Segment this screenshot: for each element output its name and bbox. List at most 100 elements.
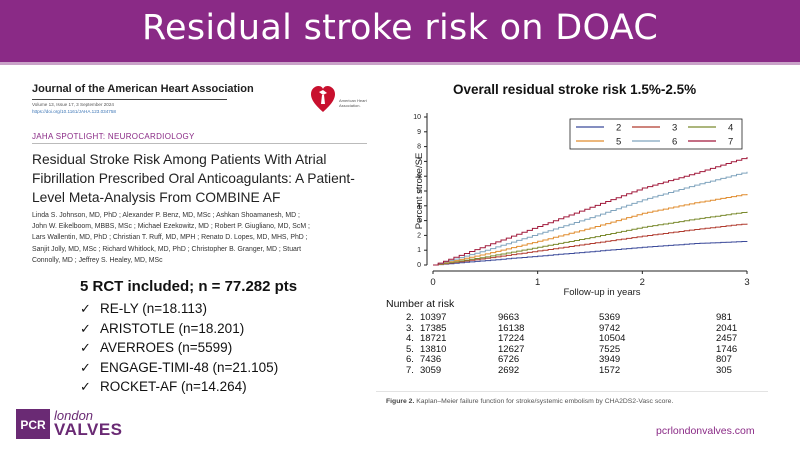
caption-label: Figure 2.: [386, 398, 415, 405]
list-item: ✓ ROCKET-AF (n=14.264): [80, 377, 297, 397]
aha-heart-icon: [311, 86, 335, 112]
journal-divider: [32, 99, 227, 100]
website-link[interactable]: pcrlondonvalves.com: [656, 425, 755, 437]
check-icon: ✓: [80, 359, 91, 375]
y-tick-label: 8: [417, 144, 421, 151]
x-axis-label: Follow-up in years: [563, 287, 640, 298]
y-axis-label: Percent stroke/SE: [414, 153, 425, 230]
risk-cell: 7436: [420, 354, 442, 366]
risk-cell: 3949: [599, 354, 621, 366]
trial-label: AVERROES (n=5599): [100, 340, 233, 356]
legend-label: 3: [672, 123, 677, 134]
legend-label: 7: [728, 137, 733, 148]
legend-box: [569, 118, 743, 150]
number-at-risk-table: Number at risk 2. 10397 9663 5369 981 3. 17385…: [386, 298, 766, 376]
trial-label: ENGAGE-TIMI-48 (n=21.105): [100, 359, 279, 375]
spotlight-label: JAHA SPOTLIGHT: NEUROCARDIOLOGY: [32, 132, 195, 141]
table-row: 3. 17385 16138 9742 2041: [386, 323, 766, 334]
risk-row-label: 7.: [406, 364, 414, 376]
trial-label: RE-LY (n=18.113): [100, 301, 207, 316]
y-tick-label: 10: [413, 114, 421, 121]
check-icon: ✓: [80, 340, 91, 356]
risk-heading: Number at risk: [386, 298, 455, 310]
caption-text: Kaplan–Meier failure function for stroke…: [416, 398, 674, 405]
y-tick-label: 0: [417, 262, 421, 269]
y-tick-label: 3: [417, 218, 421, 225]
table-row: 6. 7436 6726 3949 807: [386, 354, 766, 365]
y-tick-label: 2: [417, 232, 421, 239]
risk-cell: 981: [716, 312, 732, 323]
list-item: ✓ RE-LY (n=18.113): [80, 299, 297, 319]
author-line: Sanjit Jolly, MD, MSc ; Richard Whitlock…: [32, 245, 302, 253]
rct-heading: 5 RCT included; n = 77.282 pts: [80, 278, 298, 295]
risk-cell: 2692: [498, 364, 520, 376]
x-tick-label: 0: [430, 277, 435, 288]
y-tick-label: 7: [417, 158, 421, 165]
legend-label: 6: [672, 137, 677, 148]
risk-cell: 3059: [420, 364, 442, 376]
risk-cell: 2457: [716, 333, 738, 345]
check-icon: ✓: [80, 379, 91, 395]
figure-caption: Figure 2. Kaplan–Meier failure function …: [386, 398, 673, 405]
risk-cell: 807: [716, 354, 732, 366]
author-line: Linda S. Johnson, MD, PhD ; Alexander P.…: [32, 212, 300, 219]
risk-row-label: 3.: [406, 322, 414, 334]
risk-cell: 2041: [716, 322, 738, 334]
figure-divider: [376, 391, 768, 392]
risk-cell: 18721: [420, 333, 447, 345]
risk-cell: 6726: [498, 354, 520, 366]
risk-row-label: 6.: [406, 354, 414, 366]
risk-cell: 12627: [498, 343, 525, 355]
risk-cell: 7525: [599, 343, 621, 355]
aha-logo-text: American Heart Association.: [339, 98, 367, 108]
list-item: ✓ ENGAGE-TIMI-48 (n=21.105): [80, 358, 297, 378]
risk-cell: 16138: [498, 322, 525, 334]
author-line: John W. Eikelboom, MBBS, MSc ; Michael E…: [32, 223, 310, 231]
rct-summary: 5 RCT included; n = 77.282 pts ✓ RE-LY (n…: [80, 278, 297, 397]
risk-cell: 1746: [716, 343, 738, 355]
table-row: 2. 10397 9663 5369 981: [386, 312, 766, 323]
rct-list: ✓ RE-LY (n=18.113) ✓ ARISTOTLE (n=18.201) …: [80, 299, 297, 397]
table-row: 4. 18721 17224 10504 2457: [386, 333, 766, 344]
series-line: [433, 194, 748, 266]
series-line: [433, 157, 748, 266]
x-tick-label: 1: [535, 277, 540, 288]
risk-cell: 13810: [420, 343, 447, 355]
risk-cell: 305: [716, 364, 732, 376]
pcr-logo-mark: PCR: [20, 418, 46, 432]
legend-label: 5: [616, 137, 621, 148]
journal-doi[interactable]: https://doi.org/10.1161/JAHA.123.034758: [32, 109, 116, 114]
x-tick-label: 2: [640, 277, 645, 288]
risk-cell: 10504: [599, 333, 626, 345]
chart-title: Overall residual stroke risk 1.5%-2.5%: [453, 82, 697, 97]
risk-row-label: 4.: [406, 333, 414, 345]
series-line: [433, 241, 748, 266]
legend-label: 2: [616, 123, 621, 134]
journal-volume: Volume 13, Issue 17, 3 September 2024: [32, 102, 114, 107]
pcr-logo-icon: PCR: [16, 409, 50, 439]
article-authors: Linda S. Johnson, MD, PhD ; Alexander P.…: [32, 210, 372, 266]
author-line: Connolly, MD ; Jeffrey S. Healey, MD, MS…: [32, 256, 163, 264]
risk-cell: 9742: [599, 322, 621, 334]
y-tick-label: 1: [417, 247, 421, 254]
risk-row-label: 5.: [406, 343, 414, 355]
risk-cell: 1572: [599, 364, 621, 376]
table-row: 5. 13810 12627 7525 1746: [386, 344, 766, 355]
risk-cell: 10397: [420, 312, 447, 323]
check-icon: ✓: [80, 320, 91, 336]
y-tick-label: 6: [417, 173, 421, 180]
y-tick-label: 4: [417, 203, 421, 210]
risk-rows: 2. 10397 9663 5369 981 3. 17385 16138 9742 2041 4.…: [386, 312, 766, 376]
series-line: [433, 171, 748, 266]
author-line: Lars Wallentin, MD, PhD ; Christian T. R…: [32, 234, 308, 242]
trial-label: ROCKET-AF (n=14.264): [100, 379, 247, 395]
x-tick-label: 3: [744, 277, 749, 288]
trial-label: ARISTOTLE (n=18.201): [100, 320, 245, 336]
y-tick-label: 9: [417, 129, 421, 136]
list-item: ✓ ARISTOTLE (n=18.201): [80, 319, 297, 339]
series-line: [433, 223, 748, 266]
check-icon: ✓: [80, 301, 91, 316]
series-line: [433, 211, 748, 266]
risk-cell: 17385: [420, 322, 447, 334]
